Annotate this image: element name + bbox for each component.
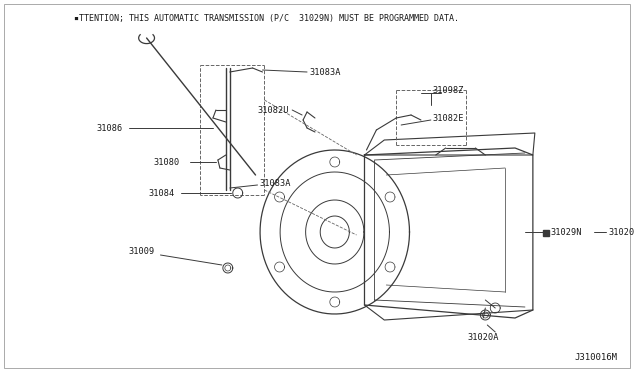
Text: 31083A: 31083A [309, 67, 340, 77]
Text: 31029N: 31029N [550, 228, 582, 237]
Text: 31086: 31086 [96, 124, 122, 132]
Text: ▪TTENTION; THIS AUTOMATIC TRANSMISSION (P/C  31029N) MUST BE PROGRAMMED DATA.: ▪TTENTION; THIS AUTOMATIC TRANSMISSION (… [74, 13, 460, 22]
Text: 31082E: 31082E [433, 113, 465, 122]
Text: 31098Z: 31098Z [433, 86, 465, 94]
Text: 31020: 31020 [608, 228, 634, 237]
Text: 31020A: 31020A [467, 333, 499, 341]
Text: 31009: 31009 [129, 247, 155, 257]
Text: J310016M: J310016M [575, 353, 618, 362]
Text: 31082U: 31082U [257, 106, 289, 115]
Text: 31084: 31084 [148, 189, 175, 198]
Text: 31080: 31080 [154, 157, 180, 167]
Text: 31083A: 31083A [259, 179, 291, 187]
Bar [543, 230, 548, 236]
